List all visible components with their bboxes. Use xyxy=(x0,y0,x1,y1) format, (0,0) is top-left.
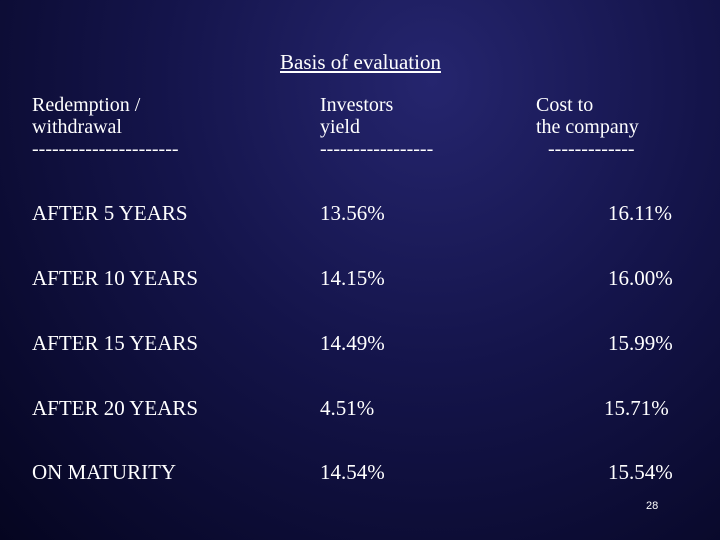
row-cost: 15.54% xyxy=(608,460,673,484)
row-yield: 13.56% xyxy=(320,201,385,225)
row-label: AFTER 5 YEARS xyxy=(32,201,188,225)
row-label: AFTER 10 YEARS xyxy=(32,266,199,290)
row-yield: 14.49% xyxy=(320,331,385,355)
row-yield: 14.15% xyxy=(320,266,385,290)
row-cost: 15.99% xyxy=(608,331,673,355)
header-cost-line2: the company xyxy=(536,116,639,138)
header-yield-line1: Investors xyxy=(320,94,394,116)
row-label: AFTER 15 YEARS xyxy=(32,331,199,355)
row-label: AFTER 20 YEARS xyxy=(32,396,199,420)
header-yield-line2: yield xyxy=(320,116,360,138)
header-redemption-line1: Redemption / xyxy=(32,94,141,116)
row-label: ON MATURITY xyxy=(32,460,177,484)
header-cost-line1: Cost to xyxy=(536,94,594,116)
header-redemption-dashes: ---------------------- xyxy=(32,138,179,160)
row-cost: 15.71% xyxy=(604,396,669,420)
row-cost: 16.00% xyxy=(608,266,673,290)
slide-title: Basis of evaluation xyxy=(280,50,441,74)
header-redemption-line2: withdrawal xyxy=(32,116,122,138)
row-yield: 4.51% xyxy=(320,396,375,420)
page-number: 28 xyxy=(646,500,659,512)
header-yield-dashes: ----------------- xyxy=(320,138,434,160)
header-cost-dashes: ------------- xyxy=(548,138,635,160)
row-yield: 14.54% xyxy=(320,460,385,484)
row-cost: 16.11% xyxy=(608,201,672,225)
